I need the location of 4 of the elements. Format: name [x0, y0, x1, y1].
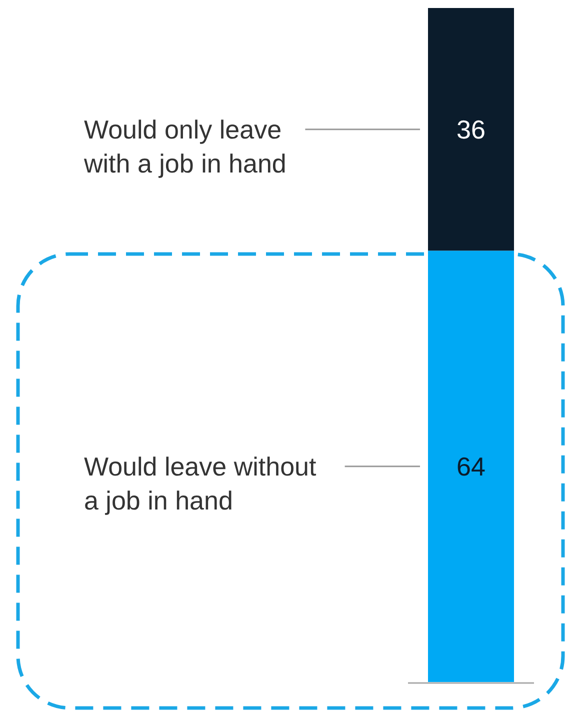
- data-label: 64: [456, 451, 486, 482]
- text: Would only leave with a job in hand: [83, 114, 286, 178]
- data-label: 36: [456, 114, 486, 144]
- text: Would leave without a job in hand: [84, 451, 317, 516]
